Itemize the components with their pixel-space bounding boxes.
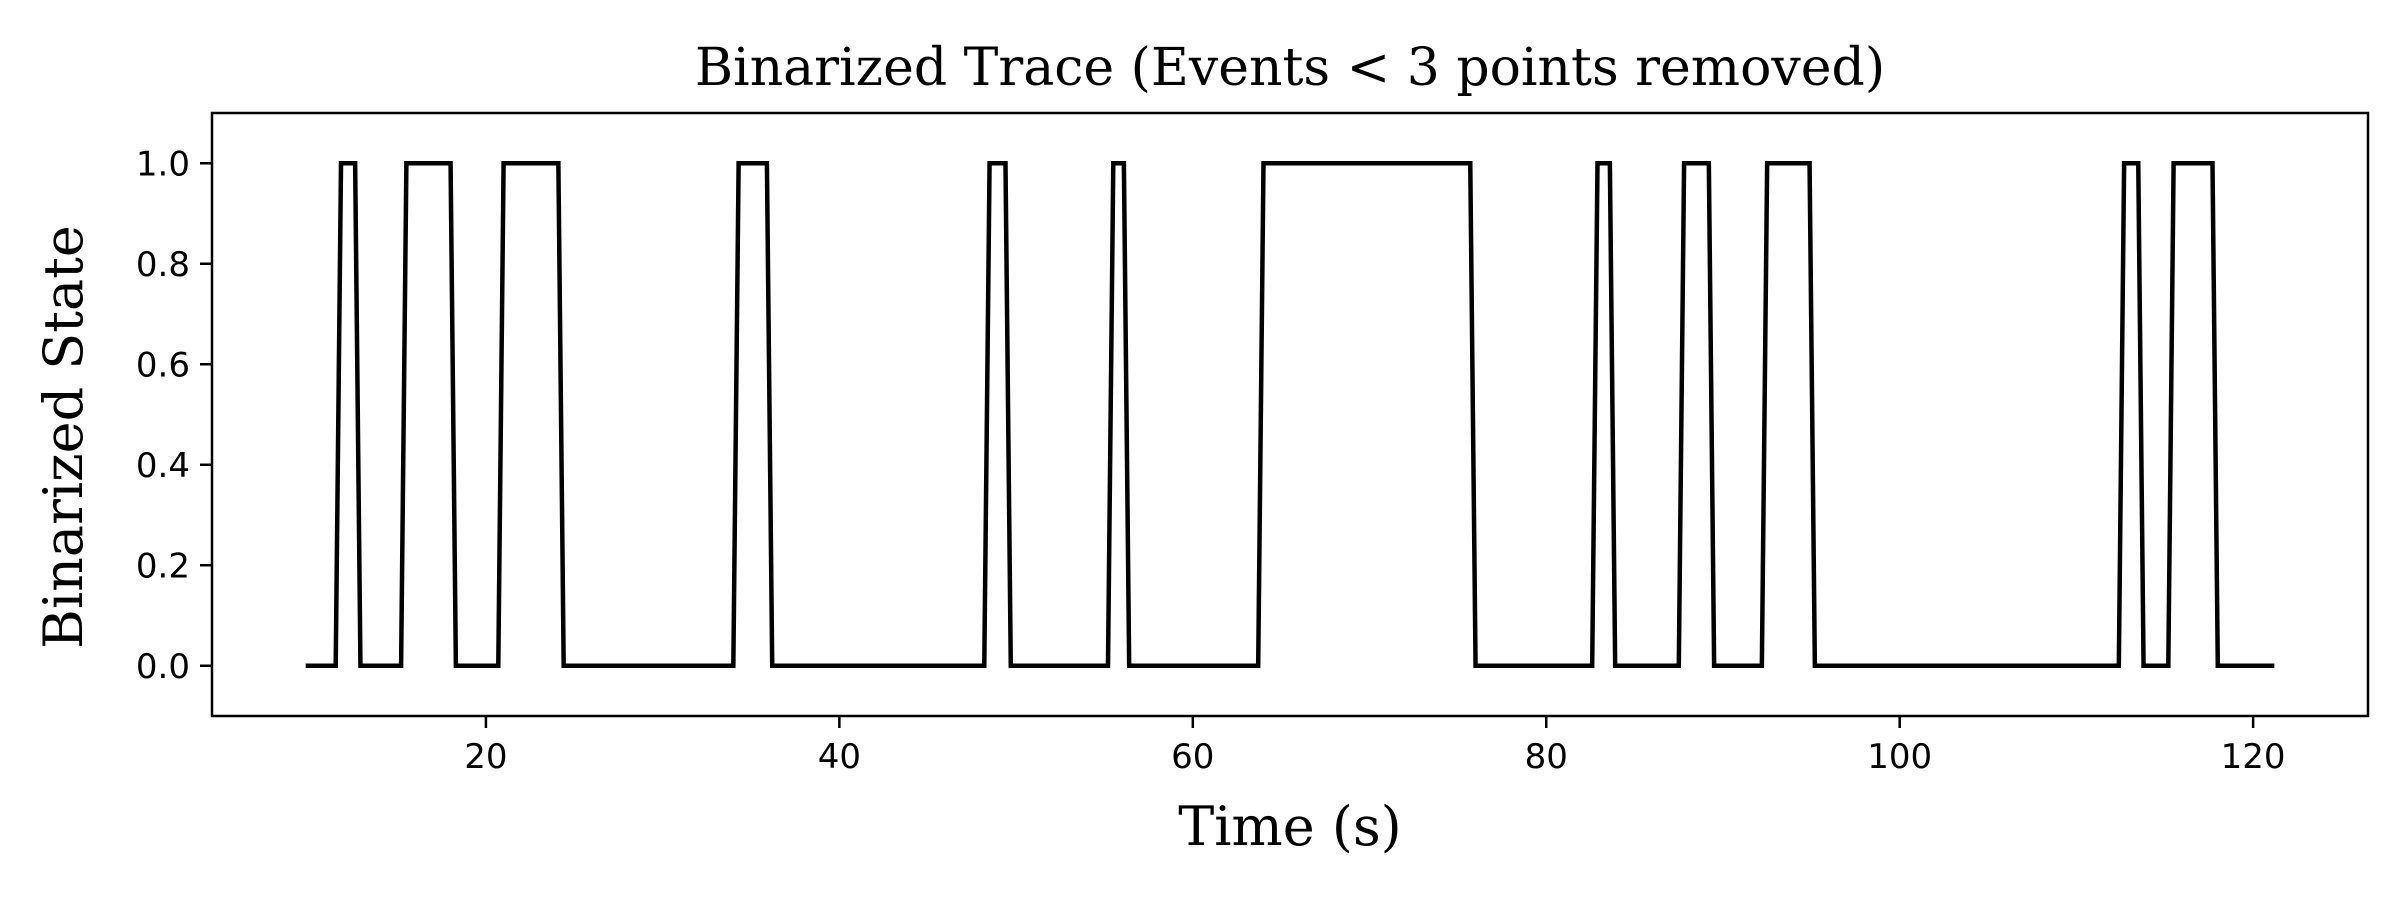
y-tick-label: 0.2	[136, 546, 190, 586]
x-tick-label: 60	[1171, 737, 1214, 777]
y-tick-label: 1.0	[136, 144, 190, 184]
y-axis-label: Binarized State	[32, 225, 95, 649]
plot-area	[305, 161, 2275, 668]
x-tick-label: 100	[1867, 737, 1932, 777]
y-tick-label: 0.6	[136, 345, 190, 385]
x-tick-label: 20	[464, 737, 507, 777]
series-line-binarized-trace	[305, 161, 2275, 668]
chart-title: Binarized Trace (Events < 3 points remov…	[695, 38, 1885, 98]
y-tick-label: 0.4	[136, 446, 190, 486]
x-tick-label: 40	[818, 737, 861, 777]
x-tick-label: 120	[2221, 737, 2286, 777]
x-axis-ticks: 20 40 60 80 100 120	[464, 716, 2286, 777]
y-tick-label: 0.0	[136, 647, 190, 687]
y-axis-ticks: 0.0 0.2 0.4 0.6 0.8 1.0	[136, 144, 212, 687]
x-tick-label: 80	[1525, 737, 1568, 777]
x-axis-label: Time (s)	[1178, 795, 1401, 858]
axes-frame	[210, 111, 2370, 718]
y-tick-label: 0.8	[136, 245, 190, 285]
